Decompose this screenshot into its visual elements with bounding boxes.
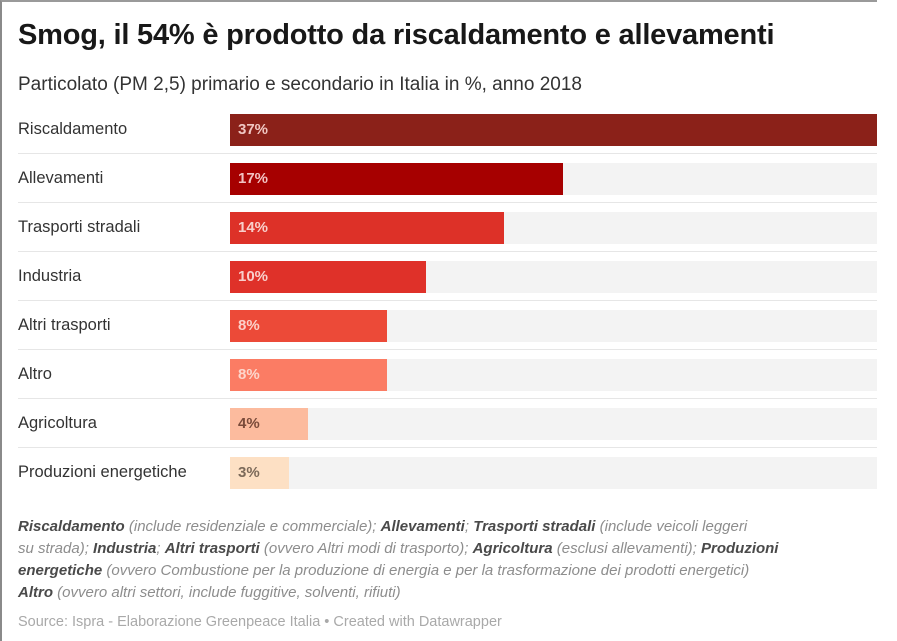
note-term: Produzioni [700,540,779,557]
note-term: Trasporti stradali [473,518,596,535]
bar: 8% [230,310,387,342]
page-margin [877,0,897,641]
bar-track: 10% [230,261,877,293]
row-divider [18,398,877,399]
bar-value-label: 8% [238,317,260,334]
note-term: Altri trasporti [164,540,260,557]
bar-track: 37% [230,114,877,146]
row-divider [18,251,877,252]
bar-value-label: 8% [238,366,260,383]
category-label: Allevamenti [18,169,104,187]
bar-value-label: 37% [238,121,269,138]
bar-value-label: 10% [238,268,269,285]
note-text: ; [156,540,165,557]
category-label: Riscaldamento [18,120,128,138]
note-term: Agricoltura [472,540,553,557]
category-label: Industria [18,267,82,285]
category-label: Altro [18,365,52,383]
category-label: Trasporti stradali [18,218,141,236]
bar-value-label: 3% [238,464,260,481]
bar-value-label: 17% [238,170,269,187]
note-text: (ovvero Altri modi di trasporto); [259,540,473,557]
bar-row: Riscaldamento 37% [2,112,877,161]
chart-subtitle: Particolato (PM 2,5) primario e secondar… [18,74,582,95]
note-term: Allevamenti [380,518,465,535]
row-divider [18,153,877,154]
bar-track: 17% [230,163,877,195]
row-divider [18,300,877,301]
note-line: energetiche (ovvero Combustione per la p… [18,560,877,582]
bar-row: Industria 10% [2,259,877,308]
bar-row: Allevamenti 17% [2,161,877,210]
bar: 37% [230,114,877,146]
bar-row: Trasporti stradali 14% [2,210,877,259]
note-term: Altro [18,584,53,601]
bar-value-label: 14% [238,219,269,236]
bar-track: 8% [230,310,877,342]
bar: 14% [230,212,505,244]
chart-title: Smog, il 54% è prodotto da riscaldamento… [18,19,775,51]
bar: 17% [230,163,564,195]
note-text: (esclusi allevamenti); [552,540,701,557]
bar-track: 3% [230,457,877,489]
bar-row: Altro 8% [2,357,877,406]
bar-row: Altri trasporti 8% [2,308,877,357]
bar: 10% [230,261,426,293]
note-text: su strada); [18,540,94,557]
bar-value-label: 4% [238,415,260,432]
category-label: Produzioni energetiche [18,463,187,481]
note-text: ; [464,518,474,535]
bar-row: Agricoltura 4% [2,406,877,455]
chart-source: Source: Ispra - Elaborazione Greenpeace … [18,614,502,630]
bar-track: 8% [230,359,877,391]
note-text: (include veicoli leggeri [595,518,748,535]
bar: 8% [230,359,387,391]
note-term: Riscaldamento [18,518,125,535]
chart-notes: Riscaldamento (include residenziale e co… [18,516,877,604]
bar-chart: Riscaldamento 37% Allevamenti 17% Trasporti … [2,112,877,492]
note-text: (ovvero altri settori, include fuggitive… [53,584,401,601]
note-line: su strada); Industria; Altri trasporti (… [18,538,877,560]
row-divider [18,349,877,350]
note-text: (ovvero Combustione per la produzione di… [102,562,750,579]
note-term: Industria [93,540,157,557]
note-line: Riscaldamento (include residenziale e co… [18,516,877,538]
row-divider [18,202,877,203]
note-term: energetiche [18,562,103,579]
chart-frame: Smog, il 54% è prodotto da riscaldamento… [0,0,877,641]
bar-row: Produzioni energetiche 3% [2,455,877,504]
bar-track: 4% [230,408,877,440]
bar-track: 14% [230,212,877,244]
bar: 4% [230,408,309,440]
note-text: (include residenziale e commerciale); [124,518,381,535]
category-label: Agricoltura [18,414,97,432]
bar: 3% [230,457,289,489]
row-divider [18,447,877,448]
category-label: Altri trasporti [18,316,111,334]
note-line: Altro (ovvero altri settori, include fug… [18,582,877,604]
